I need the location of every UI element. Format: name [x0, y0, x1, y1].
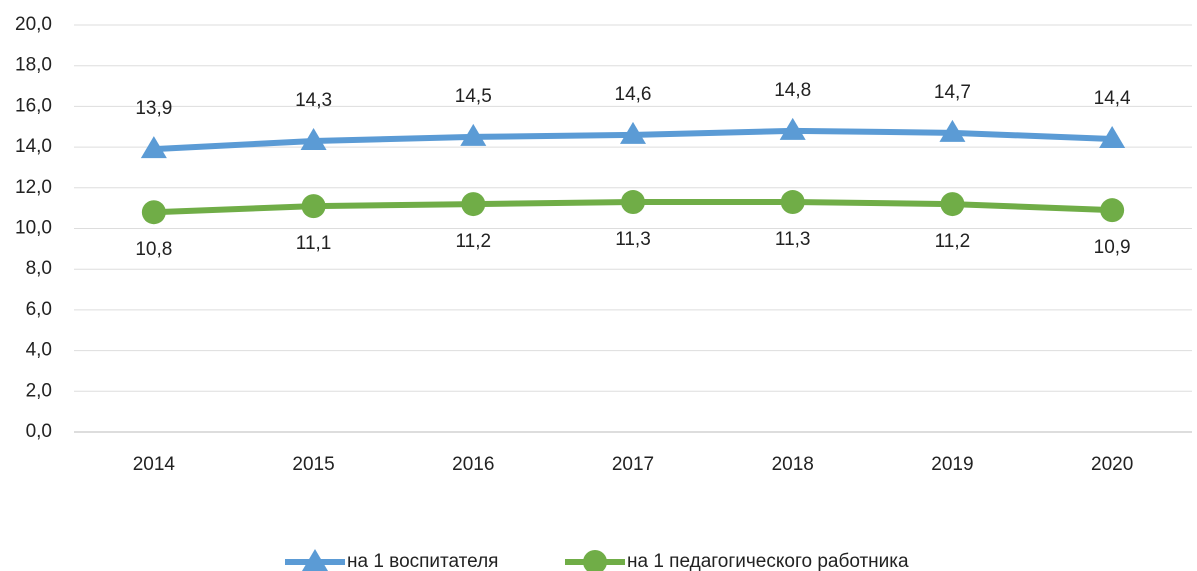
x-tick-label: 2015 — [292, 454, 334, 475]
x-tick-label: 2018 — [772, 454, 814, 475]
point-marker — [1100, 198, 1125, 223]
data-label: 11,1 — [296, 233, 332, 254]
x-tick-label: 2017 — [612, 454, 654, 475]
y-tick-label: 4,0 — [26, 340, 52, 361]
y-tick-label: 8,0 — [26, 258, 52, 279]
legend-label: на 1 воспитателя — [347, 551, 498, 571]
point-marker — [621, 190, 645, 215]
y-tick-label: 10,0 — [15, 218, 52, 239]
point-marker — [301, 194, 326, 219]
point-marker — [940, 192, 965, 217]
y-tick-label: 16,0 — [15, 95, 52, 116]
data-label: 14,7 — [934, 82, 971, 103]
y-tick-label: 18,0 — [15, 55, 52, 76]
point-marker — [141, 200, 166, 225]
data-label: 10,8 — [135, 239, 172, 260]
data-label: 14,3 — [295, 90, 332, 111]
y-tick-label: 6,0 — [26, 299, 52, 320]
point-marker — [460, 123, 487, 146]
x-tick-label: 2020 — [1091, 454, 1133, 475]
x-tick-label: 2019 — [931, 454, 973, 475]
data-label: 14,4 — [1094, 88, 1131, 109]
y-tick-label: 0,0 — [26, 421, 52, 442]
y-tick-label: 14,0 — [15, 136, 52, 157]
point-marker — [461, 192, 486, 217]
point-marker — [780, 190, 805, 215]
data-label: 13,9 — [135, 98, 172, 119]
y-tick-label: 2,0 — [26, 380, 52, 401]
x-tick-label: 2016 — [452, 454, 494, 475]
x-tick-label: 2014 — [133, 454, 176, 475]
y-tick-label: 12,0 — [15, 177, 52, 198]
legend-label: на 1 педагогического работника — [627, 551, 909, 571]
data-label: 14,8 — [774, 80, 811, 101]
data-label: 14,5 — [455, 86, 492, 107]
point-marker — [939, 119, 966, 142]
point-marker — [1099, 125, 1126, 148]
legend-marker — [583, 550, 607, 571]
data-label: 11,3 — [775, 229, 811, 250]
data-label: 11,3 — [615, 229, 651, 250]
point-marker — [620, 121, 646, 144]
point-marker — [779, 117, 806, 140]
legend-marker — [302, 549, 328, 571]
point-marker — [300, 127, 327, 150]
y-tick-label: 20,0 — [15, 14, 52, 35]
data-label: 11,2 — [935, 231, 971, 252]
data-label: 14,6 — [615, 84, 652, 105]
point-marker — [140, 136, 167, 159]
data-label: 10,9 — [1094, 237, 1131, 258]
data-label: 11,2 — [455, 231, 491, 252]
